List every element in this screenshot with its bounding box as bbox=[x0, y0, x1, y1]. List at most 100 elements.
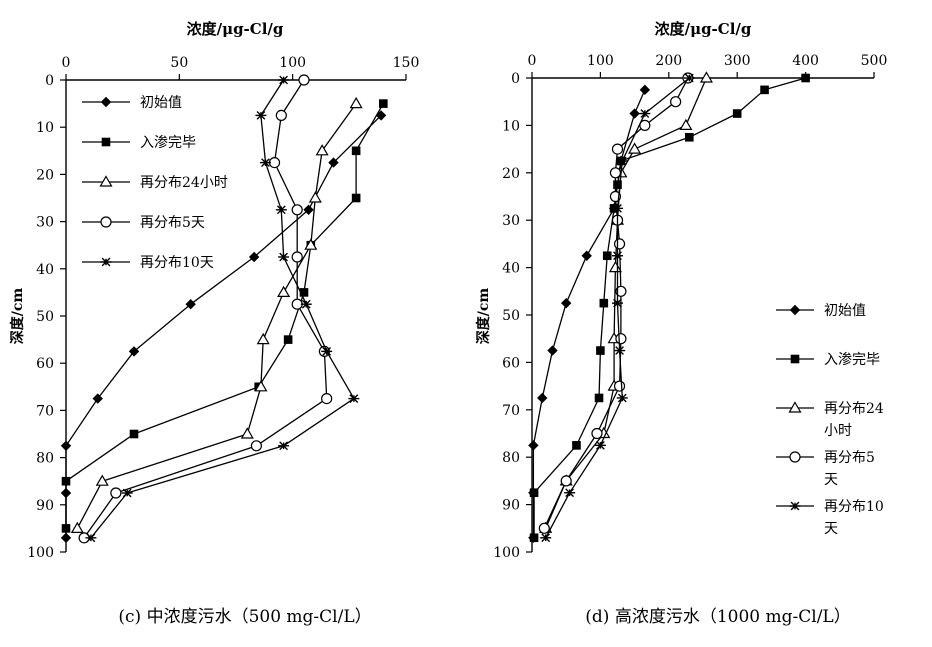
data-point bbox=[616, 156, 628, 166]
data-point bbox=[308, 191, 322, 203]
data-point bbox=[379, 99, 388, 108]
y-tick-label: 100 bbox=[493, 545, 520, 561]
data-point bbox=[528, 440, 539, 451]
legend-item: 再分布24小时 bbox=[82, 175, 228, 191]
data-point bbox=[60, 532, 72, 544]
data-point bbox=[291, 298, 303, 310]
data-point bbox=[248, 251, 260, 263]
data-point bbox=[596, 346, 605, 355]
data-point bbox=[629, 108, 640, 119]
data-point bbox=[612, 251, 623, 261]
series-2 bbox=[529, 73, 810, 543]
legend-label-line: 天 bbox=[824, 472, 838, 488]
legend-marker bbox=[101, 137, 111, 147]
data-point bbox=[129, 429, 139, 439]
data-point bbox=[349, 96, 363, 109]
series-line bbox=[65, 114, 382, 538]
data-point bbox=[61, 524, 71, 533]
series-line bbox=[90, 79, 355, 539]
x-tick-label: 100 bbox=[587, 53, 614, 69]
data-point bbox=[128, 346, 140, 357]
data-point bbox=[121, 488, 133, 498]
legend-label: 初始值 bbox=[140, 94, 182, 111]
x-tick-label: 0 bbox=[62, 55, 71, 71]
x-tick-label: 300 bbox=[724, 53, 751, 69]
data-point bbox=[572, 441, 581, 450]
y-tick-label: 100 bbox=[27, 545, 54, 561]
data-point bbox=[538, 522, 550, 534]
data-point bbox=[268, 157, 281, 169]
data-point bbox=[299, 288, 309, 297]
y-tick-label: 40 bbox=[36, 262, 54, 278]
legend-item: 入渗完毕 bbox=[776, 352, 880, 368]
series-1 bbox=[60, 110, 387, 544]
series-5 bbox=[85, 75, 360, 543]
series-4 bbox=[78, 74, 333, 544]
y-tick-label: 10 bbox=[36, 120, 54, 136]
data-point bbox=[304, 238, 318, 250]
x-tick-label: 50 bbox=[170, 55, 188, 71]
data-point bbox=[594, 440, 606, 450]
data-point bbox=[537, 392, 548, 404]
data-point bbox=[639, 109, 651, 118]
y-tick-label: 0 bbox=[45, 73, 54, 89]
legend-marker bbox=[100, 96, 112, 108]
legend-marker bbox=[100, 257, 112, 267]
data-point bbox=[255, 111, 267, 120]
legend-label: 再分布5天 bbox=[140, 215, 205, 231]
series-line bbox=[532, 89, 646, 538]
data-point bbox=[95, 474, 109, 486]
data-point bbox=[561, 297, 572, 309]
series-line bbox=[543, 77, 689, 529]
data-point bbox=[683, 73, 695, 83]
legend-label-line: 再分布24 bbox=[824, 401, 884, 417]
legend-label: 再分布24 小时 bbox=[824, 401, 884, 439]
data-point bbox=[628, 142, 642, 154]
x-tick-label: 500 bbox=[861, 53, 888, 69]
legend-item: 入渗完毕 bbox=[82, 135, 196, 151]
data-point bbox=[351, 146, 361, 156]
data-point bbox=[685, 132, 694, 142]
data-point bbox=[699, 71, 713, 83]
data-point bbox=[591, 427, 603, 440]
data-point bbox=[321, 393, 333, 405]
chart-caption: (d) 高浓度污水（1000 mg-Cl/L） bbox=[585, 607, 850, 627]
legend-label-line: 再分布10 bbox=[824, 499, 884, 515]
y-tick-label: 10 bbox=[502, 118, 520, 134]
data-point bbox=[61, 476, 71, 486]
data-point bbox=[613, 380, 626, 392]
y-axis-label: 深度/cm bbox=[9, 288, 26, 345]
data-point bbox=[110, 487, 122, 499]
data-point bbox=[185, 299, 196, 310]
series-2 bbox=[61, 99, 388, 533]
data-point bbox=[608, 260, 622, 273]
x-tick-label: 200 bbox=[655, 53, 682, 69]
legend-label-line: 小时 bbox=[824, 423, 852, 439]
legend-item: 再分布5天 bbox=[82, 215, 205, 231]
data-point bbox=[612, 203, 623, 213]
data-point bbox=[240, 427, 254, 439]
y-tick-label: 80 bbox=[36, 451, 54, 467]
legend-label: 入渗完毕 bbox=[824, 352, 880, 368]
y-tick-label: 70 bbox=[502, 403, 520, 419]
data-point bbox=[614, 346, 626, 355]
x-tick-label: 400 bbox=[792, 53, 819, 69]
data-point bbox=[679, 118, 693, 130]
x-tick-label: 100 bbox=[279, 55, 306, 71]
data-point bbox=[594, 393, 604, 403]
data-point bbox=[275, 109, 287, 122]
y-tick-label: 30 bbox=[36, 215, 54, 231]
data-point bbox=[540, 533, 552, 543]
x-tick-label: 150 bbox=[393, 55, 420, 71]
chart-caption: (c) 中浓度污水（500 mg-Cl/L） bbox=[118, 607, 371, 627]
legend-label-line: 天 bbox=[824, 521, 838, 537]
data-point bbox=[277, 285, 291, 297]
y-tick-label: 30 bbox=[502, 213, 520, 229]
chart-d: 0 100 200 300 400 500 0 10 20 30 40 50 60 70 80 90 100 浓度… bbox=[475, 20, 887, 627]
data-point bbox=[278, 441, 290, 451]
y-tick-label: 0 bbox=[511, 71, 520, 87]
series-line bbox=[65, 103, 384, 529]
x-axis-label: 浓度/μg-Cl/g bbox=[655, 20, 752, 38]
